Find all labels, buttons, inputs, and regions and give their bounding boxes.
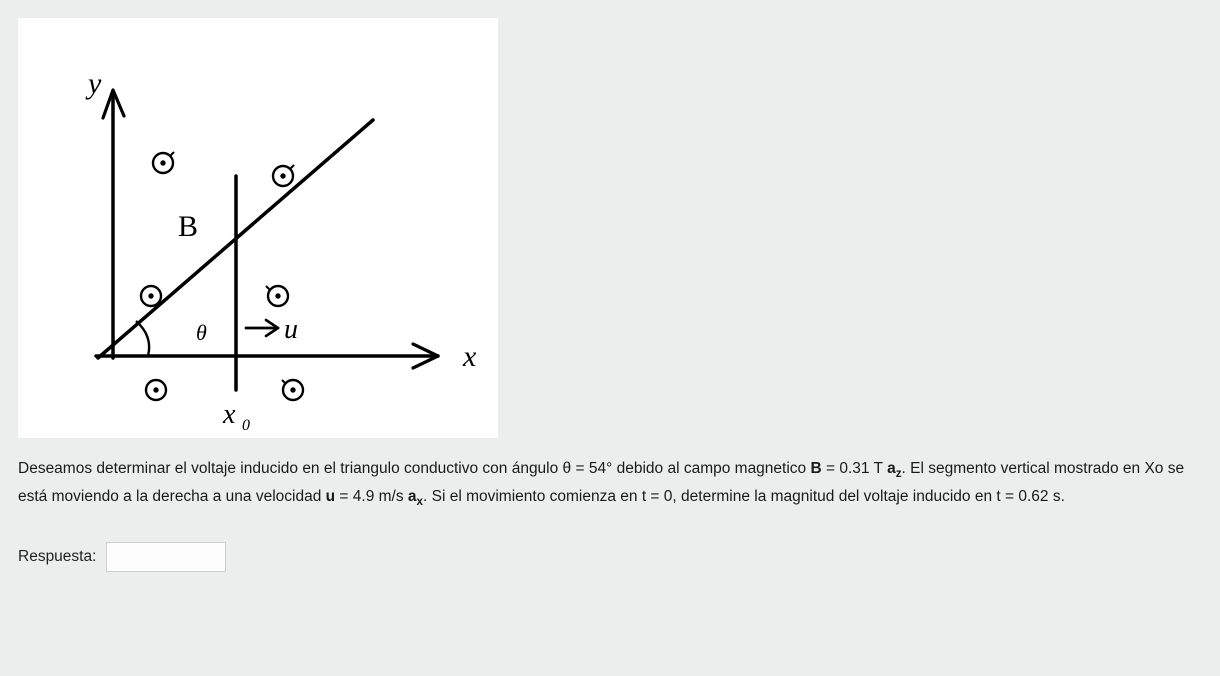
answer-row: Respuesta: [18, 542, 1202, 572]
B-symbol: B [810, 460, 821, 477]
svg-text:u: u [284, 314, 298, 345]
q-part: = [335, 488, 353, 505]
svg-text:x: x [462, 340, 477, 373]
u-value: 4.9 m/s [353, 488, 408, 505]
figure-diagram: y x B θ u x 0 [18, 18, 498, 438]
u-symbol: u [326, 488, 335, 505]
q-part: . [1061, 488, 1065, 505]
svg-text:y: y [85, 67, 102, 100]
t-value: 0.62 s [1018, 488, 1060, 505]
svg-text:B: B [178, 210, 198, 243]
theta-value: 54° [589, 460, 612, 477]
answer-label: Respuesta: [18, 548, 96, 566]
question-text: Deseamos determinar el voltaje inducido … [18, 456, 1198, 512]
q-part: = [822, 460, 840, 477]
answer-input[interactable] [106, 542, 226, 572]
q-part: Deseamos determinar el voltaje inducido … [18, 460, 589, 477]
q-part: . Si el movimiento comienza en t = 0, de… [423, 488, 1018, 505]
q-part: debido al campo magnetico [612, 460, 810, 477]
svg-text:0: 0 [242, 417, 250, 434]
B-value: 0.31 T [839, 460, 887, 477]
az-symbol: az [887, 460, 901, 477]
question-container: y x B θ u x 0 Deseamos determinar el vol… [0, 0, 1220, 590]
ax-symbol: ax [408, 488, 423, 505]
svg-text:θ: θ [196, 320, 207, 345]
svg-text:x: x [222, 399, 236, 430]
